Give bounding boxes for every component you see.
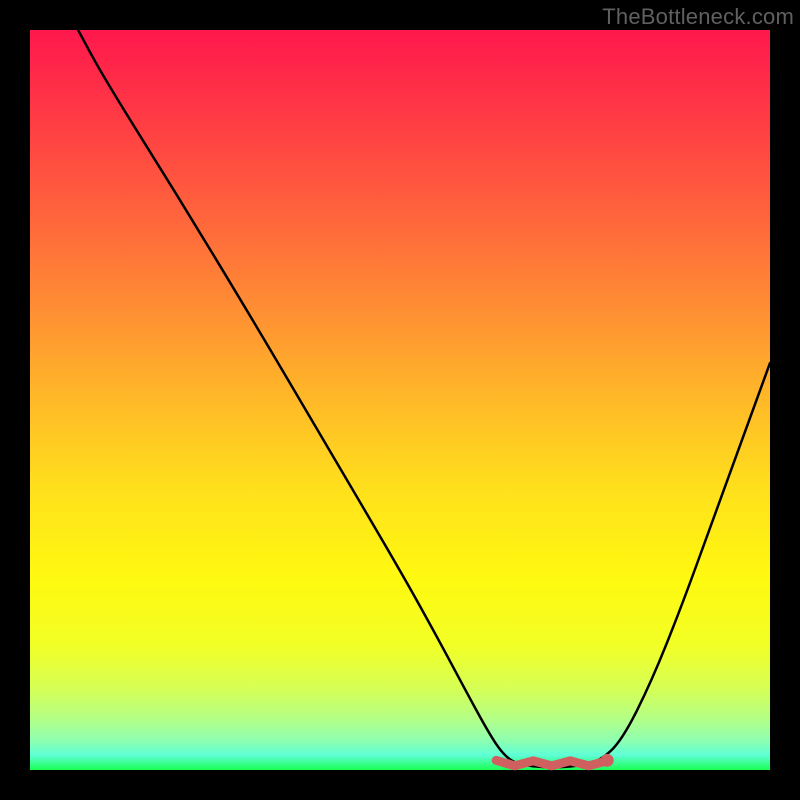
bottleneck-curve-chart <box>0 0 800 800</box>
chart-container: TheBottleneck.com <box>0 0 800 800</box>
optimal-point-marker <box>601 754 614 767</box>
watermark-text: TheBottleneck.com <box>602 4 794 30</box>
gradient-background <box>30 30 770 770</box>
